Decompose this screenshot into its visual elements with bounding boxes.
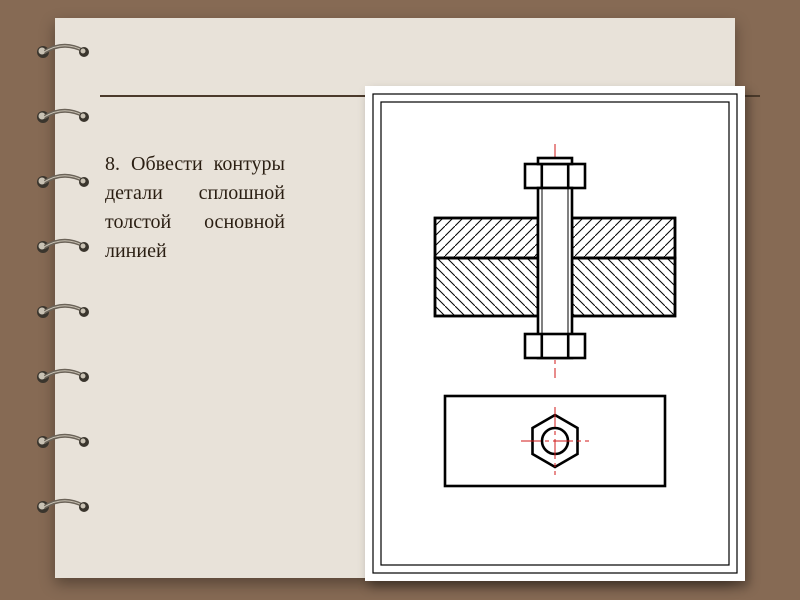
binder-ring xyxy=(34,40,90,64)
binder-ring xyxy=(34,105,90,129)
binder-ring xyxy=(34,170,90,194)
binder-ring xyxy=(34,235,90,259)
binder-ring xyxy=(34,365,90,389)
binder-ring xyxy=(34,300,90,324)
binder-ring xyxy=(34,495,90,519)
binder-ring xyxy=(34,430,90,454)
technical-drawing xyxy=(365,86,745,581)
instruction-text: 8. Обвести контуры детали сплошной толст… xyxy=(105,150,285,266)
